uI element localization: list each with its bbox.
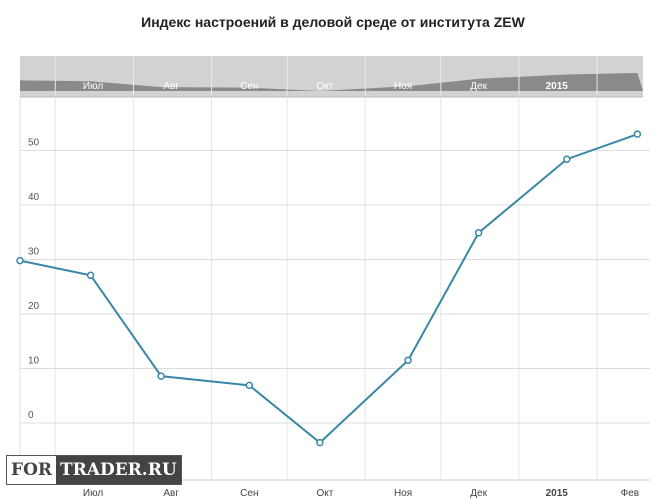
y-tick-label: 0	[28, 410, 34, 421]
x-tick-label: Сен	[240, 488, 258, 499]
x-tick-label: Ноя	[394, 488, 412, 499]
y-tick-label: 30	[28, 247, 40, 258]
data-point[interactable]	[157, 372, 165, 380]
y-tick-label: 10	[28, 356, 40, 367]
navigator-label: Авг	[163, 81, 179, 92]
navigator-label: Окт	[316, 81, 333, 92]
y-tick-label: 50	[28, 138, 40, 149]
navigator-label: Июл	[83, 81, 103, 92]
data-point[interactable]	[633, 130, 642, 138]
data-point[interactable]	[245, 381, 254, 390]
watermark-logo: FOR TRADER.RU	[6, 455, 182, 485]
data-point[interactable]	[474, 229, 483, 237]
data-point[interactable]	[316, 438, 324, 447]
navigator-area	[20, 73, 643, 91]
navigator-label: Сен	[240, 81, 258, 92]
x-tick-label: Авг	[163, 488, 179, 499]
x-tick-label: 2015	[546, 488, 569, 499]
logo-part2: TRADER.RU	[56, 456, 181, 484]
navigator-label: Дек	[470, 81, 487, 92]
data-point[interactable]	[86, 271, 95, 280]
data-point[interactable]	[404, 356, 412, 365]
navigator-label: Ноя	[394, 81, 412, 92]
x-tick-label: Окт	[316, 488, 333, 499]
navigator-label: 2015	[546, 81, 569, 92]
data-point[interactable]	[16, 256, 24, 265]
y-tick-label: 20	[28, 301, 40, 312]
data-point[interactable]	[563, 155, 571, 163]
chart-title: Индекс настроений в деловой среде от инс…	[141, 14, 525, 30]
x-tick-label: Дек	[470, 488, 487, 499]
logo-part1: FOR	[11, 460, 53, 480]
x-tick-label: Июл	[83, 488, 103, 499]
x-tick-label: Фев	[621, 488, 639, 499]
y-tick-label: 40	[28, 192, 40, 203]
series-line	[19, 133, 638, 444]
